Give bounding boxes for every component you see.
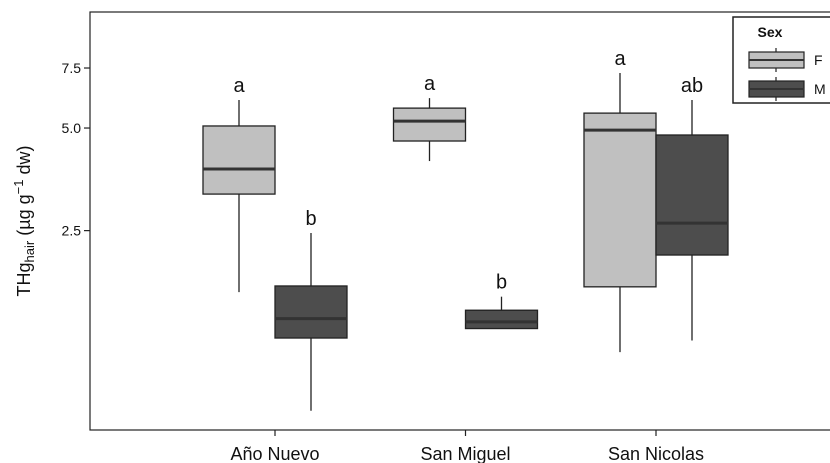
y-label-end: dw) (14, 146, 34, 180)
legend-label: F (814, 52, 823, 68)
box (583, 112, 657, 288)
group-letter: a (614, 48, 626, 70)
legend-title: Sex (758, 24, 783, 40)
box (274, 285, 348, 339)
y-tick-label: 5.0 (62, 120, 82, 136)
box (392, 107, 467, 142)
y-tick-label: 7.5 (62, 60, 82, 76)
plot-frame (89, 11, 830, 431)
y-label-main: THg (14, 262, 34, 296)
group-letter: a (233, 75, 245, 97)
y-tick-label: 2.5 (62, 223, 82, 239)
group-letter: a (424, 73, 436, 95)
y-axis-label: THghair (µg g−1 dw) (11, 146, 37, 297)
x-tick-label: San Nicolas (608, 444, 704, 463)
y-label-rest: (µg g (14, 194, 34, 240)
box (655, 134, 729, 256)
group-letter: b (305, 208, 316, 230)
box (464, 309, 539, 330)
legend-label: M (814, 81, 826, 97)
y-label-sup: −1 (11, 180, 26, 195)
y-label-sub: hair (22, 240, 37, 262)
box (202, 125, 276, 195)
group-letter: b (496, 272, 507, 294)
x-tick-label: Año Nuevo (230, 444, 319, 463)
x-tick-label: San Miguel (420, 444, 510, 463)
group-letter: ab (681, 75, 703, 97)
